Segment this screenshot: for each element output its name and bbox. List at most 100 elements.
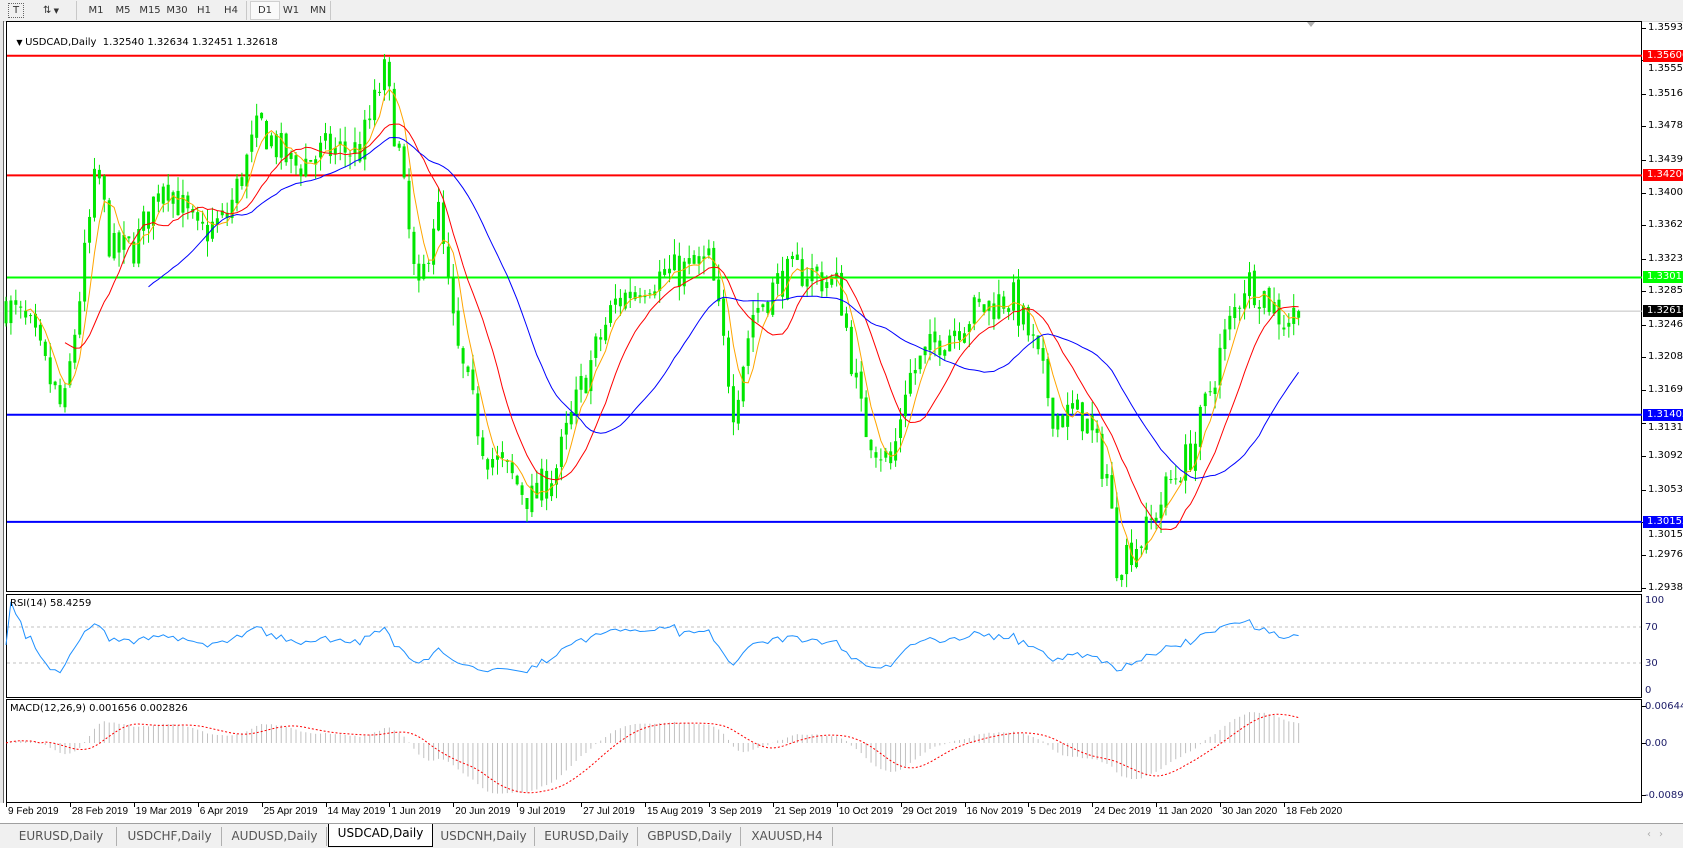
candle-body — [1056, 415, 1060, 430]
price-tick — [1642, 555, 1646, 557]
candle-body — [982, 304, 986, 312]
candle-body — [269, 135, 273, 147]
candle-body — [343, 141, 347, 153]
candle-body — [1292, 307, 1296, 324]
timeframe-h4[interactable]: H4 — [224, 5, 238, 16]
candle-body — [574, 389, 578, 415]
candle-body — [776, 273, 780, 284]
candle-body — [78, 301, 82, 335]
candle-body — [48, 357, 52, 385]
candle-body — [849, 326, 853, 375]
candle-body — [132, 241, 136, 264]
timeframe-w1[interactable]: W1 — [282, 5, 300, 16]
candle-body — [525, 498, 529, 510]
date-tick — [197, 803, 199, 807]
tab-eurusd-daily[interactable]: EURUSD,Daily — [6, 827, 117, 846]
candle-body — [633, 292, 637, 300]
price-tick — [1642, 390, 1646, 392]
tab-usdcad-daily[interactable]: USDCAD,Daily — [328, 824, 433, 847]
candle-body — [766, 301, 770, 313]
candle-body — [1090, 415, 1094, 431]
candle-body — [987, 300, 991, 311]
candle-body — [245, 154, 249, 187]
timeframe-m30[interactable]: M30 — [166, 5, 188, 16]
tab-usdcnh-daily[interactable]: USDCNH,Daily — [433, 827, 535, 846]
rsi-label: RSI(14) 58.4259 — [10, 598, 92, 609]
candle-body — [830, 277, 834, 285]
tab-gbpusd-daily[interactable]: GBPUSD,Daily — [639, 827, 741, 846]
candle-body — [825, 282, 829, 289]
candle-body — [751, 314, 755, 338]
candle-body — [1007, 308, 1011, 312]
tab-eurusd-daily[interactable]: EURUSD,Daily — [536, 827, 638, 846]
candle-body — [309, 160, 313, 162]
timeframe-mn[interactable]: MN — [309, 5, 327, 16]
candle-body — [731, 386, 735, 423]
date-tick — [836, 803, 838, 807]
toolbar-separator — [76, 1, 77, 20]
candle-body — [648, 293, 652, 295]
date-tick — [645, 803, 646, 807]
tab-xauusd-h4[interactable]: XAUUSD,H4 — [742, 827, 833, 846]
candle-body — [255, 115, 259, 138]
timeframe-d1[interactable]: D1 — [250, 1, 280, 20]
rsi-axis-label: 70 — [1645, 622, 1658, 633]
price-axis-label: 1.34390 — [1648, 153, 1683, 165]
tab-audusd-daily[interactable]: AUDUSD,Daily — [223, 827, 327, 846]
collapse-triangle-icon[interactable]: ▼ — [16, 38, 26, 47]
candle-body — [196, 212, 200, 221]
candle-body — [210, 221, 214, 239]
candle-body — [687, 258, 691, 264]
drawing-tools-dropdown[interactable]: ⇅ ▼ — [36, 2, 66, 19]
timeframe-m5[interactable]: M5 — [115, 5, 131, 16]
candle-body — [1036, 335, 1040, 350]
price-axis-label: 1.32850 — [1648, 285, 1683, 297]
tab-usdchf-daily[interactable]: USDCHF,Daily — [118, 827, 222, 846]
candle-body — [1066, 404, 1070, 427]
candle-body — [785, 258, 789, 300]
candle-body — [314, 159, 318, 165]
candle-body — [967, 324, 971, 333]
candle-body — [373, 89, 377, 121]
candle-body — [1243, 293, 1247, 309]
candle-body — [171, 192, 175, 204]
timeframe-m1[interactable]: M1 — [88, 5, 104, 16]
candle-body — [1159, 504, 1163, 519]
candle-body — [412, 231, 416, 264]
candle-body — [201, 221, 205, 224]
candle-body — [928, 334, 932, 351]
candle-body — [1297, 311, 1301, 318]
date-axis-label: 28 Feb 2019 — [71, 806, 129, 817]
candle-body — [417, 263, 421, 281]
candle-body — [117, 232, 121, 253]
text-tool-button[interactable]: T — [8, 3, 24, 18]
level-price-label: 1.35606 — [1643, 49, 1683, 62]
price-axis-label: 1.33620 — [1648, 219, 1683, 231]
candle-body — [446, 246, 450, 277]
candle-body — [491, 458, 495, 468]
moving-average-mid — [64, 123, 1299, 531]
candle-body — [682, 261, 686, 287]
price-axis-label: 1.35930 — [1648, 22, 1683, 33]
price-tick — [1642, 456, 1646, 458]
date-tick — [1156, 803, 1158, 807]
candle-body — [1238, 307, 1242, 309]
timeframe-h1[interactable]: H1 — [197, 5, 211, 16]
candle-body — [466, 366, 470, 373]
toolbar-separator — [246, 1, 247, 20]
date-axis-label: 19 Mar 2019 — [135, 806, 192, 817]
candle-body — [938, 340, 942, 356]
candle-body — [220, 210, 224, 216]
candle-body — [1071, 403, 1075, 409]
tab-scroll-arrows[interactable]: ‹› — [1647, 829, 1671, 840]
candle-body — [68, 361, 72, 386]
chart-tab-bar: EURUSD,Daily USDCHF,Daily AUDUSD,Daily USDC… — [0, 823, 1683, 848]
date-axis-label: 25 Apr 2019 — [263, 806, 318, 817]
timeframe-m15[interactable]: M15 — [139, 5, 161, 16]
candle-body — [894, 441, 898, 461]
date-tick — [1092, 803, 1094, 807]
candle-body — [156, 193, 160, 202]
candle-body — [1061, 415, 1065, 428]
